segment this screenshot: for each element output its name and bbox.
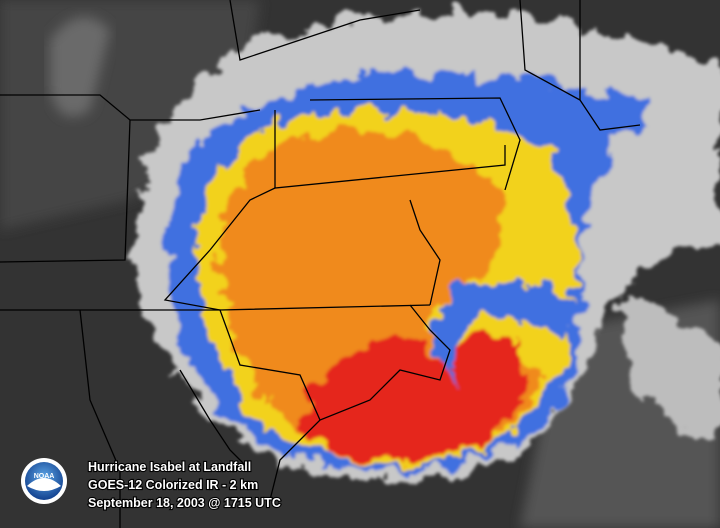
- cloud-patch: [620, 300, 720, 440]
- cloud-red: [300, 333, 526, 460]
- lake: [50, 17, 110, 117]
- cloud-blue-band: [300, 73, 650, 130]
- borders: [0, 0, 641, 528]
- border: [179, 369, 251, 471]
- border: [79, 309, 121, 528]
- logo-bird: [27, 478, 61, 491]
- border: [229, 0, 421, 61]
- coast: [269, 304, 451, 501]
- border: [274, 110, 506, 189]
- border: [0, 119, 131, 263]
- caption-line: Hurricane Isabel at Landfall: [88, 460, 251, 474]
- caption-line: September 18, 2003 @ 1715 UTC: [88, 496, 281, 510]
- border: [309, 97, 521, 191]
- logo-text: NOAA: [34, 473, 55, 480]
- border: [0, 309, 321, 421]
- caption-line: GOES-12 Colorized IR - 2 km: [88, 478, 258, 492]
- noaa-logo: NOAA: [21, 458, 67, 504]
- coast: [409, 199, 441, 306]
- border: [163, 187, 431, 311]
- spiral-gap: [437, 282, 574, 380]
